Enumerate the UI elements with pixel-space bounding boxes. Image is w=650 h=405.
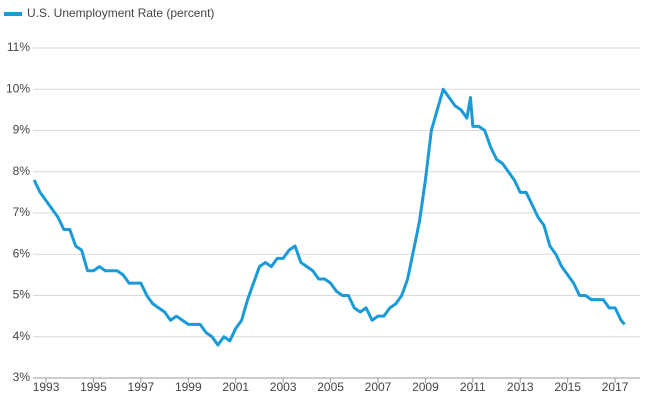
y-tick-label: 4% <box>13 329 31 343</box>
legend-label: U.S. Unemployment Rate (percent) <box>27 6 214 20</box>
x-tick-label: 1999 <box>175 380 202 394</box>
y-tick-label: 6% <box>13 246 31 260</box>
x-tick-label: 1997 <box>128 380 155 394</box>
x-tick-label: 2015 <box>554 380 581 394</box>
y-tick-label: 5% <box>13 288 31 302</box>
x-tick-label: 2011 <box>460 380 486 394</box>
x-tick-label: 2001 <box>222 380 249 394</box>
y-tick-label: 10% <box>6 81 30 95</box>
x-tick-label: 2013 <box>507 380 534 394</box>
x-tick-label: 2017 <box>602 380 629 394</box>
x-tick-label: 1995 <box>80 380 107 394</box>
x-tick-label: 2005 <box>317 380 344 394</box>
y-tick-label: 8% <box>13 164 31 178</box>
x-tick-label: 1993 <box>33 380 60 394</box>
data-line <box>32 87 626 347</box>
x-tick-label: 2009 <box>412 380 439 394</box>
x-tick-label: 2007 <box>365 380 392 394</box>
y-tick-label: 3% <box>13 370 31 384</box>
y-tick-label: 11% <box>7 40 30 54</box>
y-tick-label: 9% <box>13 123 31 137</box>
x-tick-label: 2003 <box>270 380 297 394</box>
y-tick-label: 7% <box>13 205 31 219</box>
